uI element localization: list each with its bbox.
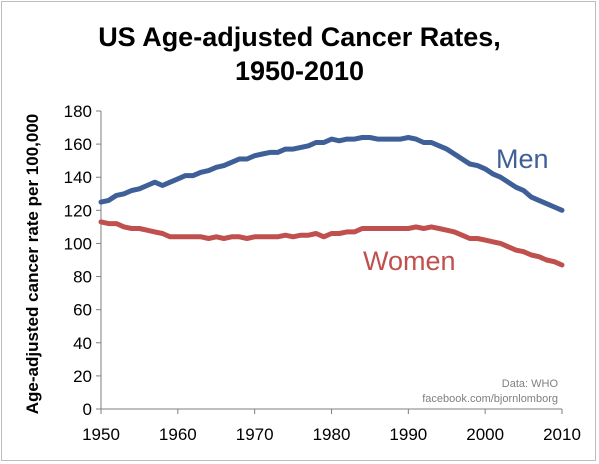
y-tick-label: 20 [73,367,92,386]
series-label-women: Women [363,246,456,276]
x-tick-label: 1970 [236,425,274,444]
x-tick-label: 1990 [389,425,427,444]
chart-title-line-2: 1950-2010 [234,56,365,86]
data-source-annotation: Data: WHO [502,378,559,390]
series-line-men [98,135,565,213]
y-tick-label: 160 [64,135,92,154]
y-tick-label: 140 [64,168,92,187]
y-tick-label: 80 [73,268,92,287]
y-tick-label: 60 [73,301,92,320]
y-tick-label: 120 [64,201,92,220]
series-line-women [98,219,565,268]
x-tick-label: 1960 [159,425,197,444]
x-tick-label: 1950 [82,425,120,444]
chart-title-line-1: US Age-adjusted Cancer Rates, [98,22,501,52]
y-tick-label: 0 [83,400,92,419]
x-tick-label: 2000 [466,425,504,444]
y-tick-label: 40 [73,334,92,353]
series-label-men: Men [496,144,549,174]
x-tick-label: 2010 [543,425,581,444]
y-tick-label: 100 [64,234,92,253]
y-tick-label: 180 [64,102,92,121]
credit-annotation: facebook.com/bjornlomborg [422,393,558,405]
x-tick-label: 1980 [313,425,351,444]
